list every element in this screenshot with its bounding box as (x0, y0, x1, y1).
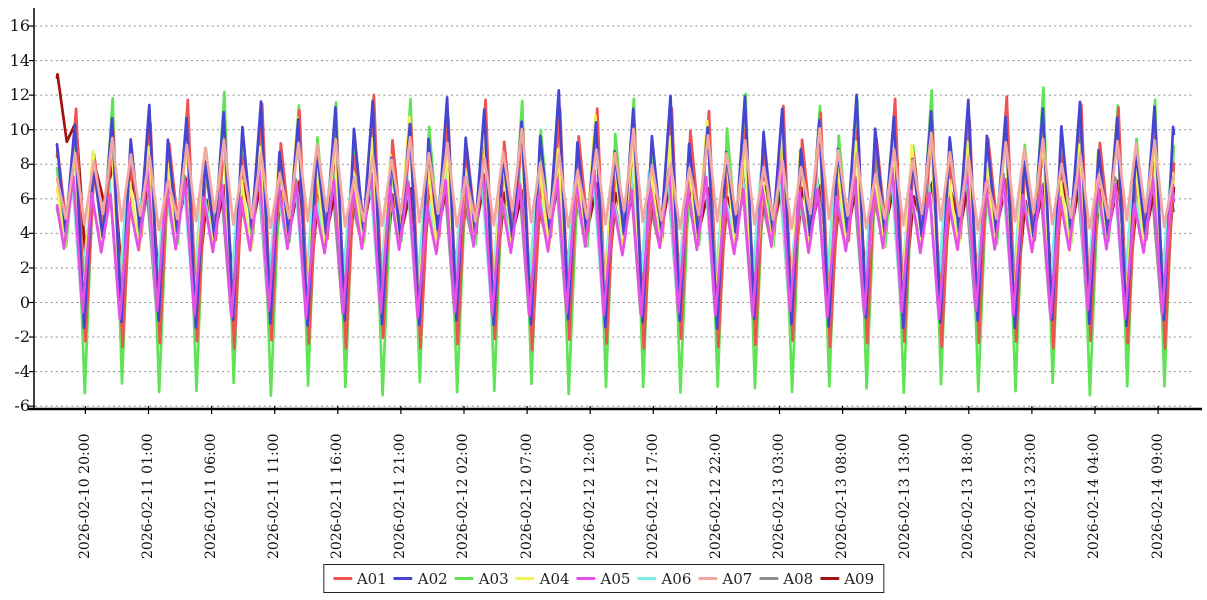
x-tick-label: 2026-02-13 23:00 (1023, 433, 1040, 559)
y-tick-label: 0 (19, 292, 30, 312)
legend-label-a05: A05 (600, 569, 631, 588)
legend-swatch-a06 (637, 576, 657, 581)
x-tick-label: 2026-02-11 06:00 (203, 433, 220, 559)
y-tick-label: 2 (19, 257, 30, 277)
x-tick-label: 2026-02-11 11:00 (266, 433, 283, 559)
legend-swatch-a08 (759, 576, 779, 581)
legend-label-a02: A02 (417, 569, 448, 588)
legend-item-a08: A08 (759, 570, 813, 588)
y-tick-label: 6 (19, 188, 30, 208)
legend-label-a06: A06 (661, 569, 692, 588)
series-line-a05 (55, 161, 1176, 321)
legend-label-a09: A09 (844, 569, 875, 588)
y-tick-label: 10 (9, 119, 30, 139)
y-tick-label: -2 (14, 327, 30, 347)
legend-label-a04: A04 (539, 569, 570, 588)
legend-label-a07: A07 (722, 569, 753, 588)
x-tick-label: 2026-02-14 04:00 (1086, 433, 1103, 559)
x-tick-label: 2026-02-12 22:00 (707, 433, 724, 559)
legend-swatch-a05 (576, 576, 596, 581)
legend-label-a01: A01 (356, 569, 387, 588)
legend-item-a01: A01 (332, 569, 387, 588)
x-tick-label: 2026-02-12 12:00 (581, 433, 598, 559)
legend-swatch-a01 (332, 576, 352, 581)
legend: A01 A02 A03 A04 A05 A06 A07 A08 A09 (322, 564, 885, 593)
x-tick-label: 2026-02-13 03:00 (770, 433, 787, 559)
y-tick-label: 4 (19, 223, 30, 243)
x-tick-label: 2026-02-14 09:00 (1149, 433, 1166, 559)
x-tick-label: 2026-02-13 13:00 (897, 433, 914, 559)
y-tick-label: 12 (9, 85, 30, 105)
x-tick-label: 2026-02-12 02:00 (455, 433, 472, 559)
x-tick-label: 2026-02-13 18:00 (960, 433, 977, 559)
legend-swatch-a03 (454, 576, 474, 581)
legend-item-a07: A07 (698, 570, 752, 588)
legend-swatch-a09 (820, 576, 840, 581)
legend-label-a08: A08 (783, 569, 814, 588)
legend-swatch-a07 (698, 576, 718, 581)
legend-item-a02: A02 (393, 569, 448, 588)
legend-item-a06: A06 (637, 570, 691, 588)
series-line-a02 (55, 89, 1176, 330)
y-tick-label: 14 (9, 50, 30, 70)
legend-item-a03: A03 (454, 569, 509, 588)
legend-item-a04: A04 (515, 569, 570, 588)
legend-swatch-a04 (515, 576, 535, 581)
x-tick-label: 2026-02-13 08:00 (834, 433, 851, 559)
x-tick-label: 2026-02-12 07:00 (518, 433, 535, 559)
legend-item-a09: A09 (820, 570, 874, 588)
legend-swatch-a02 (393, 576, 413, 581)
legend-item-a05: A05 (576, 569, 631, 588)
y-tick-label: 8 (19, 154, 30, 174)
y-tick-label: -6 (14, 396, 30, 416)
x-tick-label: 2026-02-11 16:00 (329, 433, 346, 559)
series-line-a07 (55, 127, 1176, 232)
x-tick-label: 2026-02-12 17:00 (644, 433, 661, 559)
y-tick-label: 16 (9, 16, 30, 36)
legend-label-a03: A03 (478, 569, 509, 588)
y-tick-label: -4 (14, 361, 30, 381)
x-tick-label: 2026-02-10 20:00 (76, 433, 93, 559)
x-tick-label: 2026-02-11 01:00 (139, 433, 156, 559)
x-tick-label: 2026-02-11 21:00 (392, 433, 409, 559)
